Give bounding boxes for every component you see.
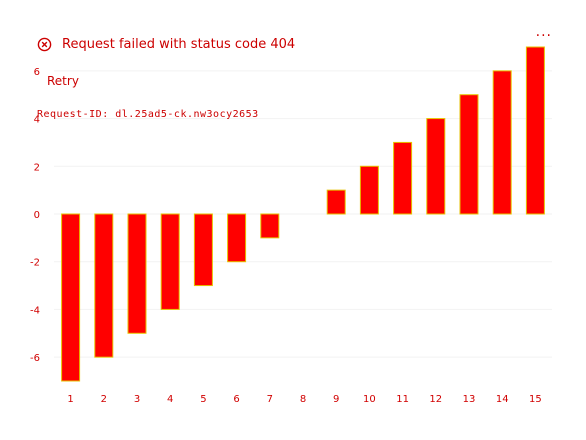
x-tick-label: 15 bbox=[529, 394, 542, 405]
retry-button[interactable]: Retry bbox=[47, 74, 79, 88]
x-tick-label: 4 bbox=[167, 394, 173, 405]
x-tick-label: 13 bbox=[463, 394, 476, 405]
x-tick-label: 10 bbox=[363, 394, 376, 405]
error-circle-x-icon bbox=[37, 37, 52, 52]
y-tick-label: 2 bbox=[34, 162, 40, 173]
bar-3 bbox=[127, 213, 147, 334]
x-tick-label: 14 bbox=[496, 394, 509, 405]
x-tick-label: 9 bbox=[333, 394, 339, 405]
bar-4 bbox=[160, 213, 180, 310]
y-tick-label: 0 bbox=[34, 210, 40, 221]
request-id-text: Request-ID: dl.25ad5-ck.nw3ocy2653 bbox=[37, 109, 259, 120]
bar-11 bbox=[393, 141, 413, 215]
bar-1 bbox=[61, 213, 81, 382]
error-banner: Request failed with status code 404 bbox=[37, 37, 295, 52]
bar-15 bbox=[525, 46, 545, 215]
x-tick-label: 3 bbox=[134, 394, 140, 405]
error-message: Request failed with status code 404 bbox=[62, 37, 296, 52]
more-options-button[interactable]: ... bbox=[535, 24, 552, 40]
bar-12 bbox=[426, 118, 446, 215]
y-tick-label: -4 bbox=[30, 305, 40, 316]
bar-6 bbox=[227, 213, 247, 263]
bar-5 bbox=[193, 213, 213, 287]
x-tick-label: 5 bbox=[200, 394, 206, 405]
x-tick-label: 6 bbox=[233, 394, 239, 405]
x-tick-label: 12 bbox=[429, 394, 442, 405]
bar-10 bbox=[359, 165, 379, 215]
bar-14 bbox=[492, 70, 512, 215]
y-tick-label: -2 bbox=[30, 258, 40, 269]
bar-13 bbox=[459, 94, 479, 215]
x-axis-ticks: 1 2 3 4 5 6 7 8 9 10 11 12 13 14 15 bbox=[67, 394, 541, 405]
bars bbox=[61, 46, 545, 382]
bar-9 bbox=[326, 189, 346, 215]
y-tick-label: 4 bbox=[34, 115, 40, 126]
x-tick-label: 2 bbox=[101, 394, 107, 405]
x-tick-label: 1 bbox=[67, 394, 73, 405]
y-axis-ticks: -6 -4 -2 0 2 4 6 bbox=[30, 67, 40, 364]
y-tick-label: 6 bbox=[34, 67, 40, 78]
x-tick-label: 7 bbox=[267, 394, 273, 405]
bar-2 bbox=[94, 213, 114, 358]
x-tick-label: 11 bbox=[396, 394, 409, 405]
bar-7 bbox=[260, 213, 280, 239]
x-tick-label: 8 bbox=[300, 394, 306, 405]
y-tick-label: -6 bbox=[30, 353, 40, 364]
